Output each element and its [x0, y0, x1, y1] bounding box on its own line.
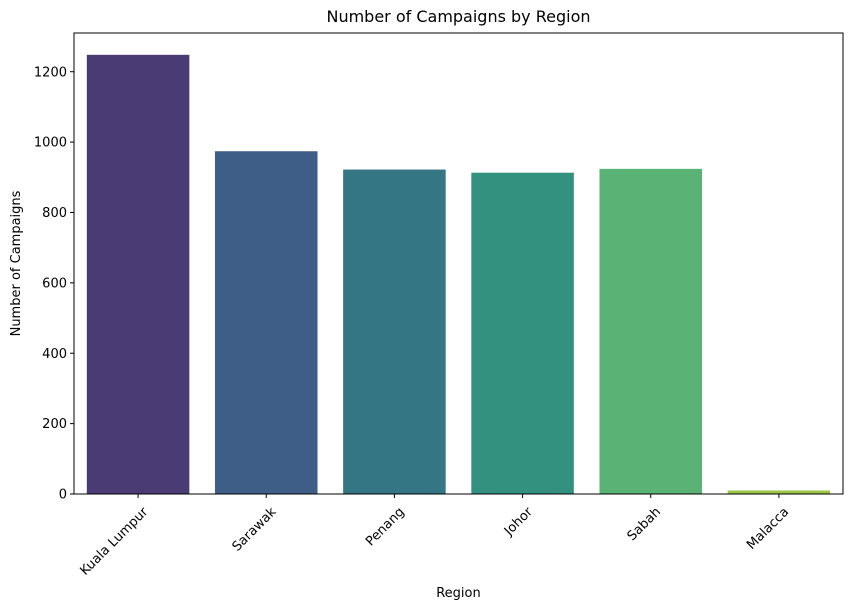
x-tick-label: Sabah: [625, 505, 664, 544]
bar-johor: [471, 172, 574, 494]
bar-penang: [343, 169, 446, 494]
x-tick-label: Sarawak: [230, 504, 280, 554]
bar-kuala-lumpur: [86, 54, 190, 494]
y-tick-label: 400: [42, 347, 67, 362]
x-tick-label: Malacca: [744, 505, 792, 553]
y-tick-label: 600: [42, 276, 67, 291]
y-tick-label: 0: [59, 488, 67, 503]
y-tick-label: 200: [42, 417, 67, 432]
x-axis-label: Region: [436, 586, 481, 601]
y-tick-label: 800: [42, 206, 67, 221]
bar-sabah: [599, 168, 703, 494]
bar-malacca: [727, 490, 831, 494]
bar-sarawak: [214, 151, 318, 495]
bars-group: [86, 54, 831, 495]
y-tick-label: 1000: [34, 136, 67, 151]
chart-title: Number of Campaigns by Region: [326, 7, 590, 26]
x-tick-label: Penang: [363, 505, 408, 550]
plot-frame: [73, 32, 844, 495]
y-axis: 0 200 400 600 800 1000 1200: [34, 65, 74, 503]
x-tick-label: Kuala Lumpur: [77, 504, 151, 578]
x-tick-label: Johor: [501, 504, 536, 539]
x-axis: Kuala Lumpur Sarawak Penang Johor Sabah Malac…: [77, 494, 792, 579]
y-axis-label: Number of Campaigns: [9, 190, 24, 336]
y-tick-label: 1200: [34, 65, 67, 80]
